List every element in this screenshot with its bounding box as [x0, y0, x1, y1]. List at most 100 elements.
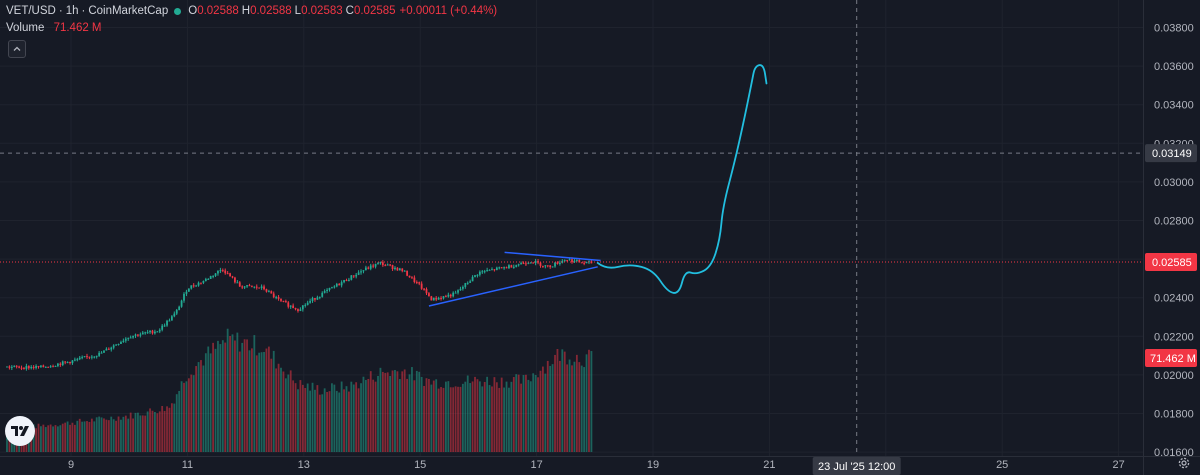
- candle-body: [231, 276, 234, 278]
- volume-bar: [272, 350, 275, 452]
- candle-body: [542, 265, 544, 267]
- volume-bar: [73, 424, 76, 452]
- volume-bar: [197, 362, 200, 452]
- candle-body: [488, 269, 491, 271]
- candle-body: [18, 366, 21, 368]
- candle-body: [54, 365, 57, 367]
- volume-label[interactable]: Volume: [6, 22, 45, 34]
- candle-body: [510, 265, 513, 268]
- volume-bar: [59, 425, 62, 452]
- volume-bar: [534, 374, 537, 452]
- candle-body: [551, 266, 554, 268]
- candle-body: [294, 308, 297, 310]
- volume-bar: [403, 369, 406, 452]
- volume-bar: [381, 371, 384, 452]
- volume-bar: [578, 362, 581, 452]
- volume-bar: [423, 385, 425, 452]
- volume-bar: [57, 426, 59, 452]
- volume-bar: [590, 351, 593, 452]
- volume-bar: [195, 366, 198, 452]
- candle-body: [13, 365, 16, 367]
- legend-separator-2: ·: [81, 5, 86, 17]
- candle-body: [44, 366, 47, 368]
- volume-bar: [398, 379, 401, 452]
- candle-body: [452, 292, 455, 297]
- volume-bar: [478, 381, 481, 452]
- volume-bar: [503, 387, 506, 452]
- time-tick-label: 21: [763, 459, 775, 471]
- candle-body: [132, 335, 134, 338]
- candle-body: [200, 282, 202, 284]
- candle-body: [432, 297, 435, 301]
- volume-bar: [175, 394, 178, 452]
- volume-bar: [415, 370, 418, 452]
- candle-body: [476, 274, 479, 276]
- volume-bar: [551, 364, 554, 452]
- candle-body: [66, 361, 69, 363]
- volume-bar: [515, 374, 518, 452]
- projection-drawing: [596, 64, 768, 294]
- volume-bar: [212, 342, 215, 452]
- candle-body: [471, 276, 474, 282]
- volume-bar: [149, 408, 151, 452]
- volume-bar: [221, 340, 224, 452]
- volume-bar: [282, 371, 285, 452]
- candle-body: [372, 265, 375, 267]
- volume-bar: [379, 367, 382, 452]
- volume-bar: [348, 391, 350, 452]
- candle-body: [575, 259, 578, 261]
- candle-body: [345, 280, 348, 282]
- volume-bar: [394, 369, 396, 452]
- volume-bar: [374, 381, 377, 452]
- volume-bar: [255, 355, 258, 452]
- candle-body: [134, 334, 137, 336]
- candle-body: [209, 276, 212, 279]
- volume-bar: [44, 427, 47, 452]
- volume-bar: [32, 424, 35, 452]
- volume-bar: [71, 422, 74, 452]
- candle-body: [539, 262, 542, 266]
- volume-bar: [391, 370, 394, 452]
- candle-body: [192, 285, 195, 287]
- candle-body: [457, 290, 459, 293]
- chart-settings-button[interactable]: [1176, 455, 1192, 471]
- candle-body: [149, 330, 151, 333]
- candle-body: [69, 361, 71, 364]
- collapse-legend-button[interactable]: [8, 40, 26, 58]
- volume-bar: [103, 418, 105, 452]
- candle-body: [306, 302, 309, 305]
- candle-body: [503, 267, 506, 269]
- interval-label[interactable]: 1h: [65, 5, 79, 17]
- volume-bar: [88, 421, 91, 452]
- tradingview-logo-icon[interactable]: [5, 416, 35, 446]
- candle-body: [161, 325, 164, 330]
- volume-bar: [352, 384, 355, 452]
- candle-body: [115, 344, 118, 346]
- volume-bar: [260, 352, 263, 452]
- candle-body: [398, 268, 401, 271]
- volume-value: 71.462 M: [53, 22, 102, 34]
- volume-bar: [93, 421, 96, 452]
- candle-body: [120, 342, 122, 344]
- candle-body: [127, 337, 130, 339]
- volume-bar: [537, 377, 539, 452]
- candle-body: [59, 363, 62, 365]
- volume-bar: [447, 381, 450, 452]
- time-tick-label: 17: [530, 459, 542, 471]
- candle-body: [430, 296, 433, 301]
- price-tick-label: 0.02400: [1154, 293, 1194, 305]
- candle-body: [275, 297, 278, 299]
- candle-body: [464, 283, 467, 287]
- candle-body: [466, 282, 469, 284]
- volume-bar: [345, 386, 348, 452]
- symbol-name[interactable]: VET/USD: [6, 5, 56, 17]
- candle-body: [454, 292, 457, 294]
- candle-body: [377, 262, 379, 264]
- volume-bar: [333, 384, 336, 452]
- volume-bar: [263, 351, 265, 452]
- candle-body: [442, 296, 445, 299]
- time-tick-label: 13: [298, 459, 310, 471]
